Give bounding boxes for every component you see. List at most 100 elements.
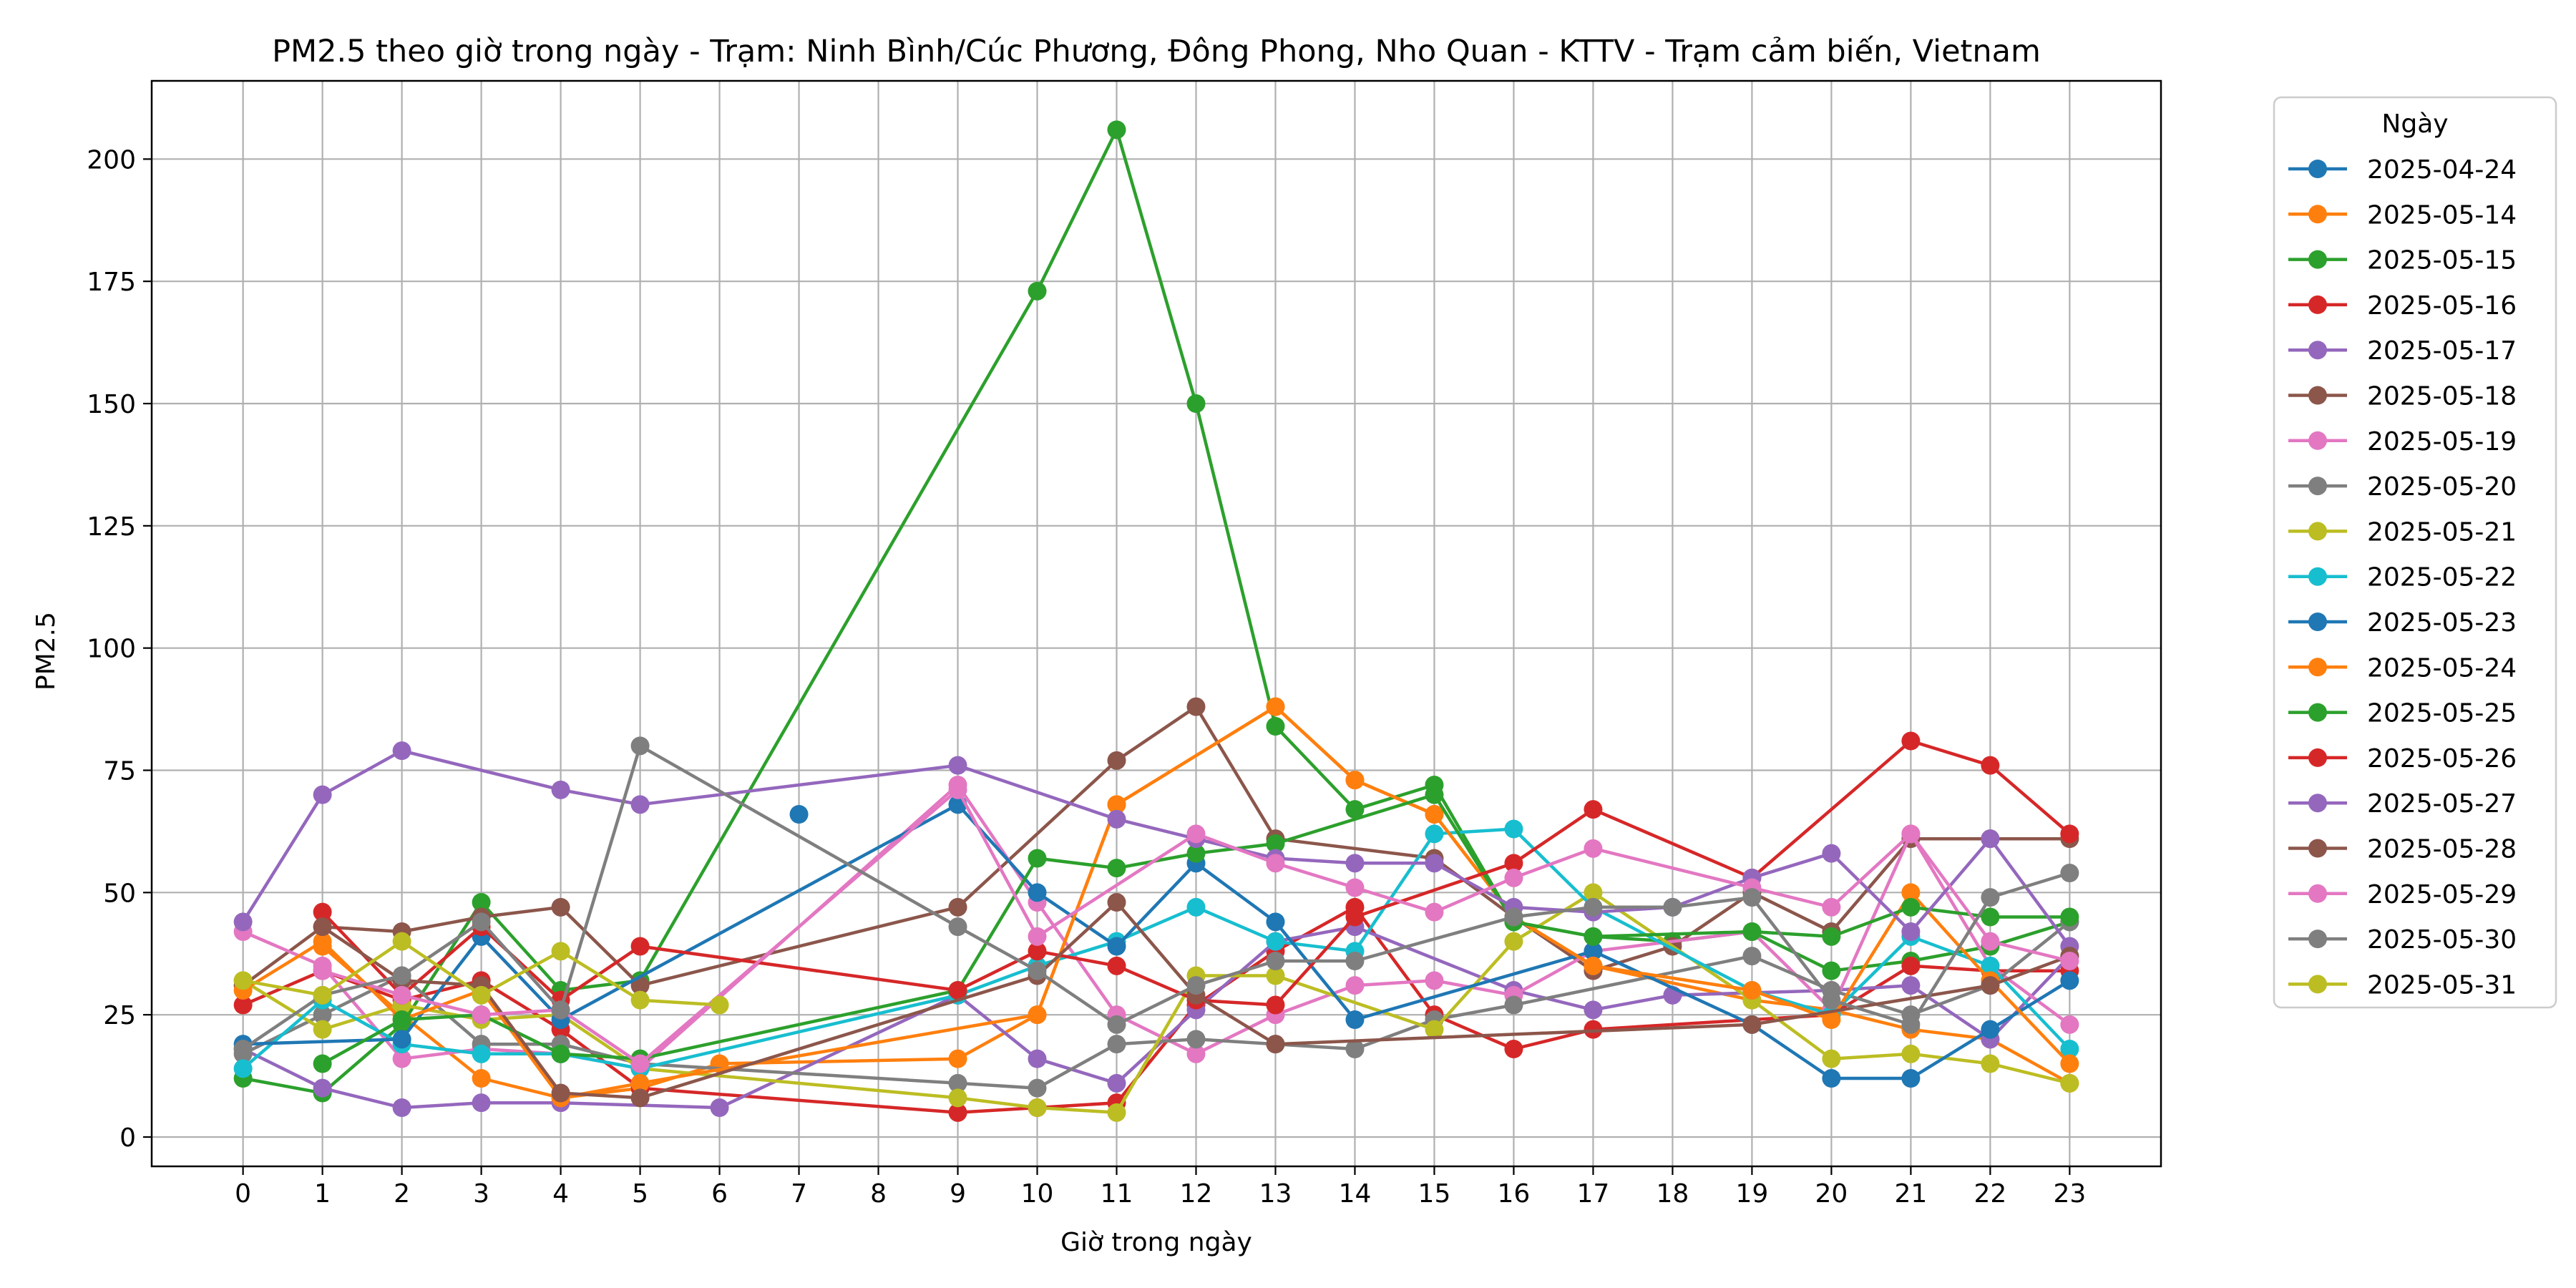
legend-label: 2025-05-23 [2367,608,2517,638]
data-point [472,893,491,912]
data-point [1028,1098,1047,1117]
data-point [313,1078,332,1098]
data-point [1822,844,1841,863]
data-point [630,795,650,814]
legend-marker [2308,839,2327,858]
x-axis-label: Giờ trong ngày [1060,1228,1252,1257]
data-point [1981,888,2000,907]
data-point [1186,824,1206,844]
data-point [551,780,570,799]
legend-item: 2025-05-24 [2288,653,2517,683]
data-point [1425,824,1444,844]
data-point [551,897,570,917]
legend-marker [2308,205,2327,224]
data-point [1107,859,1126,878]
data-point [1266,1035,1285,1054]
data-point [948,917,967,937]
data-point [1742,888,1762,907]
data-point [472,985,491,1005]
data-point [1901,976,1921,995]
series-2025-05-30 [233,736,2079,1058]
data-point [1742,922,1762,941]
data-point [392,1010,411,1029]
data-point [1504,854,1523,873]
x-tick-label: 19 [1736,1179,1769,1209]
series-2025-04-24 [789,805,809,824]
data-point [630,937,650,956]
series-line [242,744,2071,1050]
legend-marker [2308,748,2327,767]
legend-item: 2025-05-27 [2288,789,2517,819]
data-point [1822,1010,1841,1029]
data-point [710,995,729,1015]
series-line [242,783,2071,1070]
x-tick-label: 6 [711,1179,728,1209]
legend-marker [2308,160,2327,178]
legend-marker [2308,522,2327,541]
series-line [243,803,2071,1080]
x-tick-label: 23 [2053,1179,2086,1209]
x-tick-label: 7 [791,1179,807,1209]
data-point [551,942,570,961]
x-tick-label: 1 [314,1179,331,1209]
data-point [1266,912,1285,932]
data-point [1822,927,1841,946]
x-tick-label: 14 [1339,1179,1372,1209]
data-point [392,932,411,951]
legend-item: 2025-05-30 [2288,925,2517,955]
legend-item: 2025-05-20 [2288,472,2517,502]
series-2025-05-31 [233,932,729,1015]
data-point [1584,942,1603,961]
data-point [1107,809,1126,829]
data-point [1345,907,1365,927]
data-point [630,1054,650,1073]
data-point [1425,1020,1444,1039]
legend-label: 2025-05-31 [2367,970,2517,1000]
legend-label: 2025-05-26 [2367,744,2517,774]
data-point [1186,1030,1206,1049]
legend-label: 2025-05-18 [2367,382,2517,411]
data-point [551,1044,570,1063]
legend-marker [2308,567,2327,586]
data-point [1107,1015,1126,1034]
data-point [1028,281,1047,301]
data-point [313,932,332,951]
y-tick-label: 150 [87,390,136,419]
data-point [472,1069,491,1088]
legend-marker [2308,295,2327,314]
chart-title: PM2.5 theo giờ trong ngày - Trạm: Ninh B… [272,34,2041,69]
series-line [242,705,2072,1100]
data-point [630,990,650,1010]
legend-item: 2025-05-31 [2288,970,2517,1000]
x-tick-label: 11 [1101,1179,1133,1209]
data-point [1107,956,1126,975]
data-point [233,912,253,932]
x-tick-label: 18 [1657,1179,1689,1209]
data-point [472,912,491,932]
data-point [392,1030,411,1049]
data-point [313,961,332,980]
legend-marker [2308,930,2327,949]
legend-marker [2308,703,2327,722]
legend-marker [2308,250,2327,269]
data-point [1981,1054,2000,1073]
data-point [2060,824,2079,844]
data-point [1028,883,1047,902]
data-point [1266,697,1285,716]
data-point [1028,927,1047,946]
data-point [1107,1035,1126,1054]
data-point [1425,971,1444,990]
data-point [392,1098,411,1117]
data-point [1186,697,1206,716]
legend-label: 2025-05-15 [2367,246,2517,275]
data-point [313,902,332,922]
data-point [1981,829,2000,849]
legend-label: 2025-05-16 [2367,291,2517,321]
data-point [1107,1103,1126,1122]
data-point [1425,854,1444,873]
data-point [313,1054,332,1073]
data-point [1901,922,1921,941]
data-point [1345,854,1365,873]
y-tick-label: 0 [119,1123,136,1153]
series-layer [233,120,2079,1122]
